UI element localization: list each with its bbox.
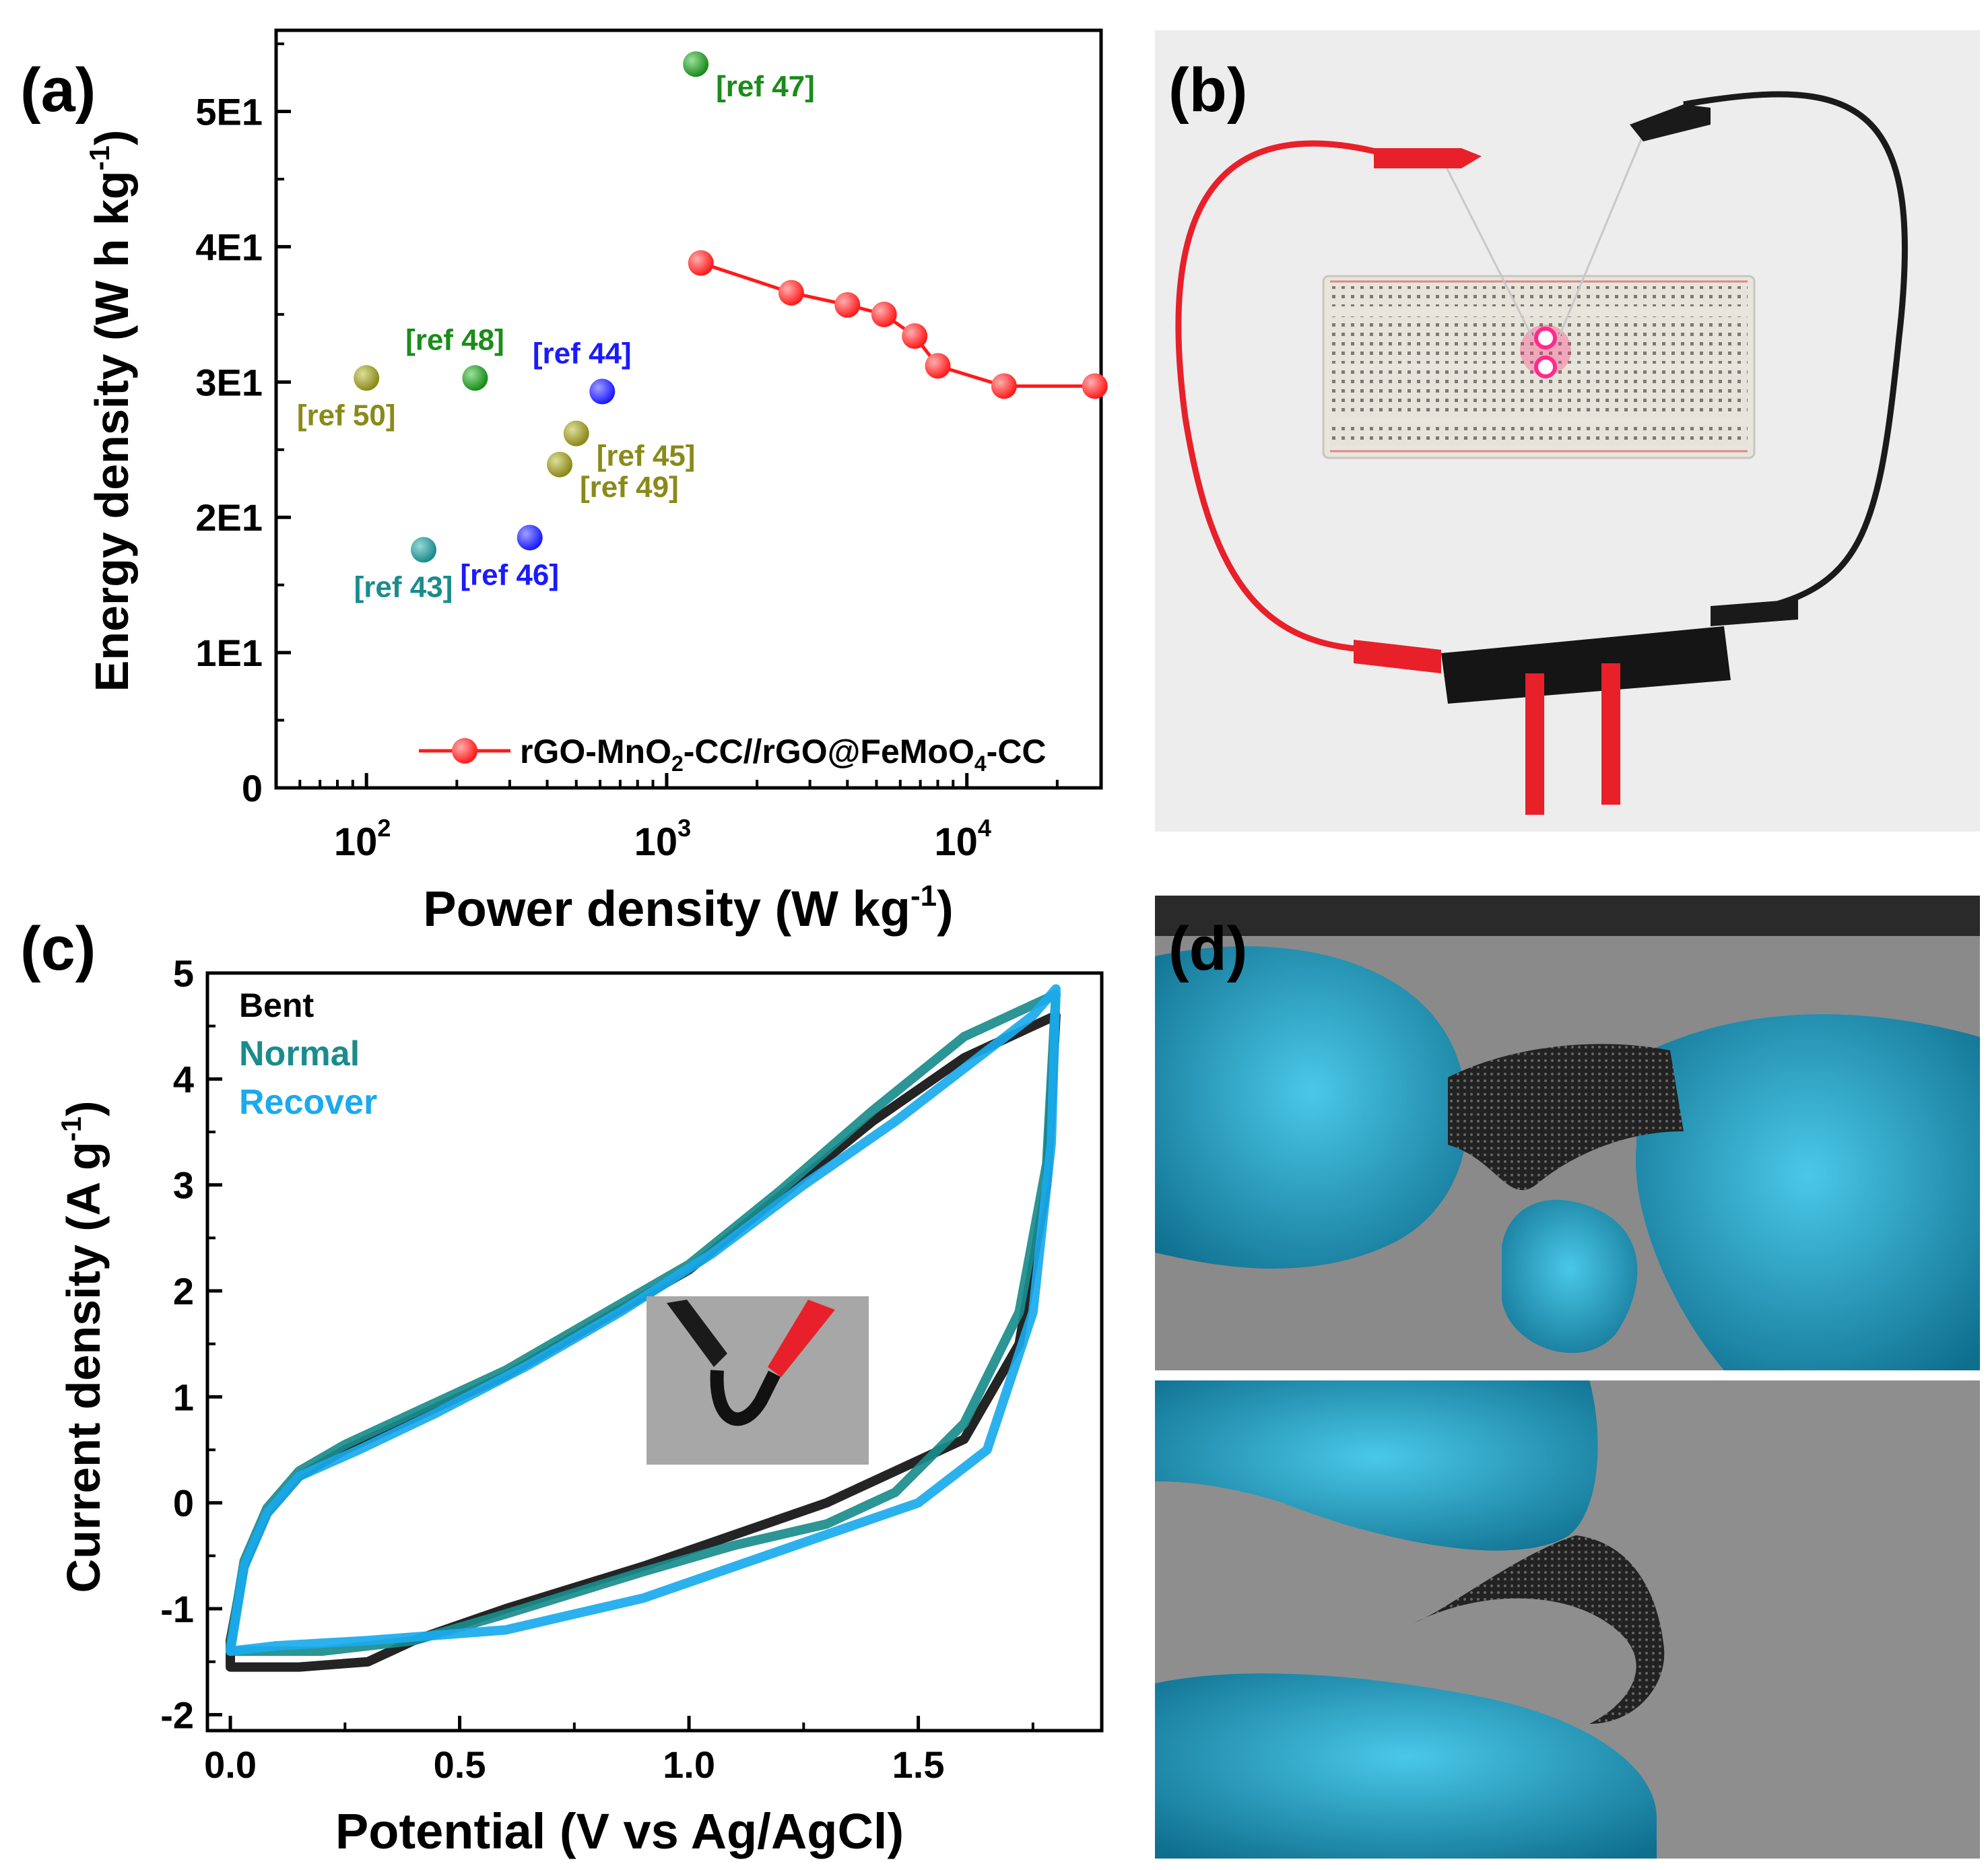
red-clip-top xyxy=(1374,148,1482,168)
ref-point-label: [ref 45] xyxy=(597,440,696,473)
legend-label: rGO-MnO2-CC//rGO@FeMoO4-CC xyxy=(520,733,1047,776)
glove-right xyxy=(1635,1014,1980,1370)
ref-point xyxy=(462,365,488,391)
plot-c-frame xyxy=(205,971,1104,1733)
plot-a-frame xyxy=(274,28,1103,790)
ref-point xyxy=(547,451,573,477)
plot-c-legend: Bent Normal Recover xyxy=(239,987,377,1122)
panel-a-energy-power-plot: (a) 102 103 104 0 1E1 2E1 3E1 4E1 5E1 Power den… xyxy=(20,28,1108,937)
glove-finger-top xyxy=(1155,1380,1598,1551)
plot-a-series xyxy=(688,250,1108,399)
series-marker xyxy=(1082,373,1108,399)
cv-curve xyxy=(226,984,1061,1656)
panel-c-cv-plot: (c) 0.0 0.5 1.0 1.5 -2 -1 0 1 2 3 4 5 Potential (V… xyxy=(20,914,1104,1859)
x-tick-label: 1.5 xyxy=(892,1743,945,1786)
plot-c-axis-ticks xyxy=(207,971,1034,1731)
x-tick-label: 0.5 xyxy=(434,1743,486,1786)
y-tick-label: 4E1 xyxy=(195,226,263,268)
legend-marker xyxy=(452,738,477,764)
series-marker xyxy=(688,250,714,276)
device-cell xyxy=(1441,626,1731,704)
panel-label-a: (a) xyxy=(20,56,96,125)
panel-label-b: (b) xyxy=(1168,56,1247,125)
y-tick-label: 2E1 xyxy=(195,496,263,539)
series-marker xyxy=(834,292,861,318)
ref-point xyxy=(683,51,709,77)
legend-normal: Normal xyxy=(239,1034,360,1073)
plot-c-y-tick-labels: -2 -1 0 1 2 3 4 5 xyxy=(160,952,194,1736)
inset-photo-bent-device xyxy=(647,1296,869,1465)
y-tick-label: 4 xyxy=(173,1058,194,1100)
plot-a-legend: rGO-MnO2-CC//rGO@FeMoO4-CC xyxy=(419,733,1047,776)
x-tick-label: 103 xyxy=(634,814,692,864)
plot-a-x-axis-label: Power density (W kg-1) xyxy=(423,879,953,937)
y-tick-label: 3E1 xyxy=(195,361,263,403)
ref-point-label: [ref 50] xyxy=(297,399,396,432)
plot-a-y-axis-label: Energy density (W h kg-1) xyxy=(84,130,138,692)
y-tick-label: 5 xyxy=(173,952,194,995)
ref-point xyxy=(563,420,589,446)
legend-recover: Recover xyxy=(239,1083,377,1122)
black-clip-bottom xyxy=(1711,599,1798,626)
led-lead xyxy=(1440,156,1533,337)
y-tick-label: 2 xyxy=(173,1270,194,1312)
x-tick-label: 1.0 xyxy=(663,1743,715,1786)
black-clip-top xyxy=(1630,104,1711,141)
ref-point xyxy=(411,537,437,563)
carbon-cloth-device xyxy=(1448,1044,1684,1191)
series-marker xyxy=(925,353,951,379)
ref-point xyxy=(589,378,616,405)
x-tick-label: 104 xyxy=(934,814,991,864)
y-tick-label: 5E1 xyxy=(195,91,263,133)
red-probe xyxy=(1525,673,1544,815)
red-clip-bottom xyxy=(1354,640,1441,673)
panel-label-d: (d) xyxy=(1168,914,1247,983)
plot-c-series xyxy=(226,984,1061,1672)
carbon-cloth-bent xyxy=(1414,1535,1665,1724)
x-tick-label: 0.0 xyxy=(204,1743,257,1786)
photo-d-top-shadow xyxy=(1155,896,1980,936)
ref-point-label: [ref 44] xyxy=(533,337,632,370)
plot-c-y-axis-label: Current density (A g-1) xyxy=(55,1101,110,1593)
y-tick-label: 3 xyxy=(173,1164,194,1207)
led-lead xyxy=(1558,134,1645,337)
x-tick-label: 102 xyxy=(334,814,391,864)
y-tick-label: 1E1 xyxy=(195,632,263,674)
glove-finger-bottom xyxy=(1155,1673,1657,1859)
ref-point-label: [ref 46] xyxy=(460,558,559,591)
glove-left xyxy=(1155,946,1468,1269)
plot-a-axis-ticks xyxy=(275,42,1059,790)
ref-point xyxy=(517,525,543,551)
panel-b-photo-led-demo: (b) xyxy=(1155,30,1980,832)
red-wire xyxy=(1175,140,1395,653)
series-marker xyxy=(778,279,804,306)
series-marker xyxy=(902,323,928,349)
y-tick-label: -2 xyxy=(160,1694,194,1736)
y-tick-label: 0 xyxy=(173,1482,194,1525)
ref-point-label: [ref 48] xyxy=(405,323,504,356)
y-tick-label: 1 xyxy=(173,1376,194,1418)
black-wire xyxy=(1683,91,1908,616)
plot-a-x-tick-labels: 102 103 104 xyxy=(334,814,991,864)
ref-point xyxy=(354,365,380,391)
series-marker xyxy=(991,373,1017,399)
ref-point-label: [ref 49] xyxy=(580,471,679,504)
panel-d-photos-flexibility: (d) xyxy=(1155,896,1980,1859)
red-probe xyxy=(1601,663,1620,805)
plot-c-x-tick-labels: 0.0 0.5 1.0 1.5 xyxy=(204,1743,944,1786)
y-tick-label: -1 xyxy=(160,1588,194,1630)
ref-point-label: [ref 47] xyxy=(716,70,815,103)
plot-c-x-axis-label: Potential (V vs Ag/AgCl) xyxy=(335,1803,904,1859)
glove-thumb xyxy=(1502,1199,1638,1354)
series-marker xyxy=(871,301,897,327)
panel-label-c: (c) xyxy=(20,914,96,983)
ref-point-label: [ref 43] xyxy=(354,570,453,603)
plot-a-y-tick-labels: 0 1E1 2E1 3E1 4E1 5E1 xyxy=(195,91,263,809)
y-tick-label: 0 xyxy=(242,767,263,809)
led-glow xyxy=(1520,325,1571,378)
plot-a-reference-points: [ref 47] [ref 48] [ref 50] [ref 44] [ref 45]… xyxy=(297,51,815,603)
legend-bent: Bent xyxy=(239,987,314,1024)
series-line xyxy=(700,261,1095,388)
